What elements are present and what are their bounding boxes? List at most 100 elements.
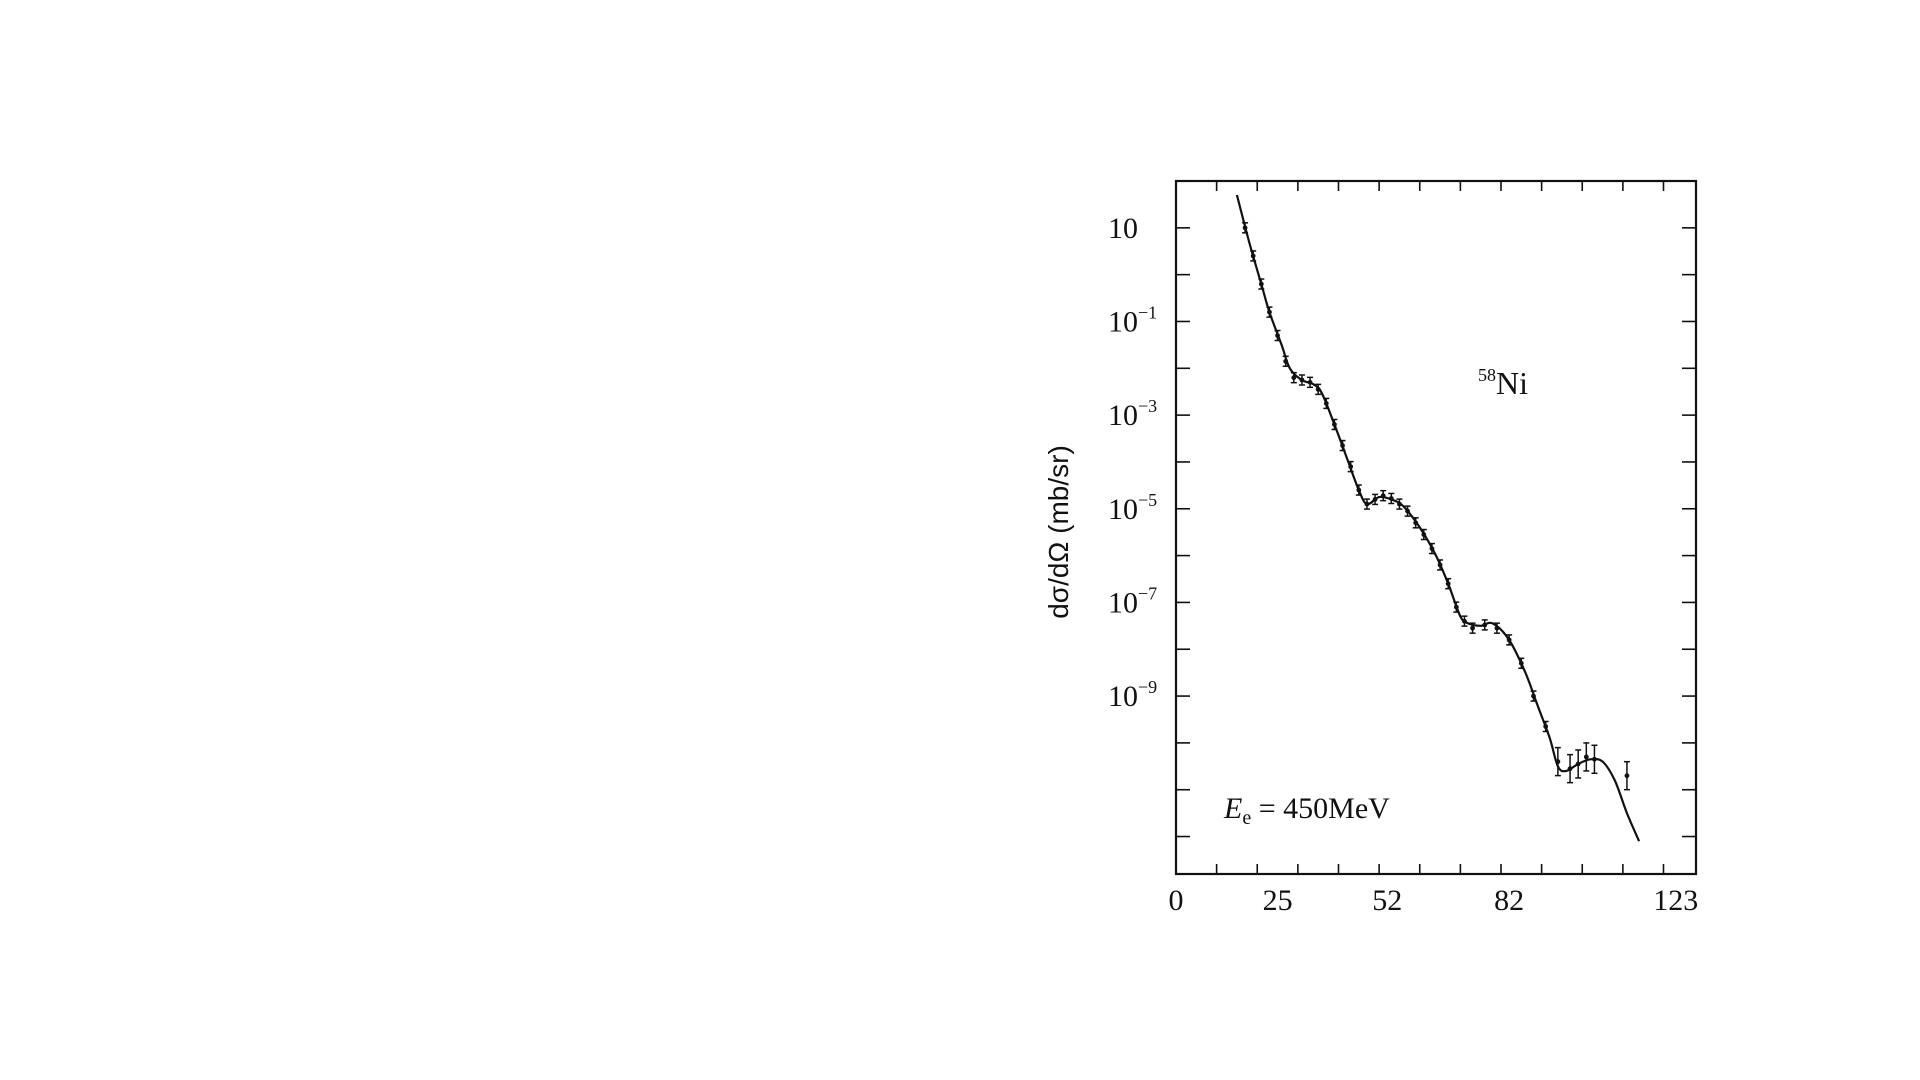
tick-marks bbox=[1176, 180, 1696, 874]
x-tick-label: 0 bbox=[1169, 884, 1184, 917]
data-marker bbox=[1592, 756, 1597, 762]
data-marker bbox=[1372, 497, 1378, 502]
data-point bbox=[1554, 746, 1561, 777]
data-marker bbox=[1283, 358, 1289, 364]
data-point bbox=[1355, 484, 1362, 496]
y-tick-exponent: −7 bbox=[1138, 583, 1157, 603]
data-marker bbox=[1348, 464, 1354, 470]
data-point bbox=[1404, 505, 1411, 517]
energy-label: Ee = 450MeV bbox=[1223, 792, 1390, 829]
data-point bbox=[1250, 250, 1257, 262]
data-point bbox=[1542, 720, 1549, 733]
plot-frame bbox=[1174, 179, 1698, 876]
data-marker bbox=[1506, 637, 1512, 643]
y-tick-base: 10 bbox=[1108, 399, 1138, 432]
y-axis-label: dσ/dΩ (mb/sr) bbox=[1043, 445, 1074, 619]
data-point bbox=[1372, 493, 1379, 506]
x-tick-label: 123 bbox=[1653, 884, 1698, 917]
y-tick-base: 10 bbox=[1108, 680, 1138, 713]
data-point bbox=[1469, 622, 1476, 634]
x-tick-label: 25 bbox=[1263, 884, 1293, 917]
data-point bbox=[1363, 498, 1370, 510]
data-point bbox=[1461, 615, 1468, 627]
data-marker bbox=[1494, 625, 1500, 631]
plot-frame-group bbox=[1174, 179, 1698, 876]
energy-value: = 450MeV bbox=[1251, 792, 1390, 825]
y-tick-label: 10−1 bbox=[1108, 302, 1157, 338]
data-marker bbox=[1624, 773, 1630, 779]
data-marker bbox=[1575, 761, 1581, 767]
energy-subscript: e bbox=[1242, 807, 1251, 829]
isotope-mass: 58 bbox=[1478, 365, 1496, 385]
y-tick-base: 10 bbox=[1108, 212, 1138, 245]
data-points-layer bbox=[1242, 222, 1630, 791]
data-point bbox=[1315, 383, 1322, 396]
data-point bbox=[1575, 749, 1582, 779]
data-marker bbox=[1299, 377, 1305, 383]
data-marker bbox=[1364, 501, 1370, 507]
data-marker bbox=[1555, 759, 1561, 765]
data-marker bbox=[1445, 581, 1451, 587]
data-point bbox=[1518, 657, 1525, 670]
y-tick-label: 10−7 bbox=[1108, 583, 1157, 619]
data-point bbox=[1583, 742, 1590, 772]
isotope-symbol: Ni bbox=[1496, 365, 1528, 401]
x-tick-label: 82 bbox=[1494, 884, 1524, 917]
data-marker bbox=[1380, 493, 1386, 499]
x-tick-labels: 0 25 52 82 123 bbox=[1169, 884, 1699, 917]
y-tick-exponent: −5 bbox=[1138, 490, 1157, 510]
data-point bbox=[1453, 601, 1460, 613]
data-point bbox=[1530, 690, 1537, 702]
data-marker bbox=[1397, 501, 1402, 507]
data-point bbox=[1266, 306, 1273, 318]
data-marker bbox=[1531, 693, 1536, 699]
y-tick-base: 10 bbox=[1108, 305, 1138, 338]
data-point bbox=[1481, 619, 1488, 631]
data-marker bbox=[1405, 508, 1410, 514]
data-point bbox=[1282, 355, 1289, 368]
data-marker bbox=[1567, 766, 1573, 772]
fit-curve-layer bbox=[1235, 194, 1641, 842]
fit-curve bbox=[1235, 194, 1641, 842]
data-point bbox=[1506, 634, 1513, 646]
data-point bbox=[1274, 329, 1281, 342]
y-tick-exponent: −1 bbox=[1138, 302, 1157, 322]
data-marker bbox=[1437, 562, 1443, 568]
data-marker bbox=[1340, 443, 1345, 448]
y-tick-label: 10−9 bbox=[1108, 677, 1157, 713]
data-marker bbox=[1250, 253, 1256, 259]
data-point bbox=[1307, 376, 1314, 389]
data-marker bbox=[1291, 375, 1297, 381]
data-marker bbox=[1518, 660, 1524, 666]
data-point bbox=[1493, 622, 1500, 634]
data-marker bbox=[1275, 333, 1280, 338]
data-point bbox=[1591, 744, 1598, 775]
y-tick-exponent: −3 bbox=[1138, 396, 1157, 416]
y-tick-base: 10 bbox=[1108, 586, 1138, 619]
data-point bbox=[1412, 517, 1419, 529]
data-point bbox=[1323, 397, 1330, 410]
data-marker bbox=[1453, 604, 1459, 610]
data-marker bbox=[1421, 532, 1427, 537]
data-point bbox=[1339, 439, 1346, 452]
energy-symbol: E bbox=[1223, 792, 1242, 825]
data-point bbox=[1242, 222, 1249, 234]
data-marker bbox=[1470, 625, 1475, 631]
data-point bbox=[1331, 418, 1338, 431]
data-point bbox=[1420, 528, 1427, 541]
data-marker bbox=[1258, 281, 1264, 287]
data-point bbox=[1623, 760, 1630, 791]
y-tick-base: 10 bbox=[1108, 493, 1138, 526]
data-point bbox=[1396, 498, 1403, 510]
data-point bbox=[1258, 278, 1265, 290]
data-point bbox=[1445, 577, 1452, 590]
data-point bbox=[1428, 542, 1435, 555]
y-tick-exponent: −9 bbox=[1138, 677, 1157, 697]
data-marker bbox=[1413, 520, 1419, 526]
y-tick-label: 10−3 bbox=[1108, 396, 1157, 432]
data-marker bbox=[1462, 618, 1467, 624]
data-marker bbox=[1323, 401, 1329, 406]
data-point bbox=[1298, 374, 1305, 386]
data-marker bbox=[1543, 724, 1549, 729]
